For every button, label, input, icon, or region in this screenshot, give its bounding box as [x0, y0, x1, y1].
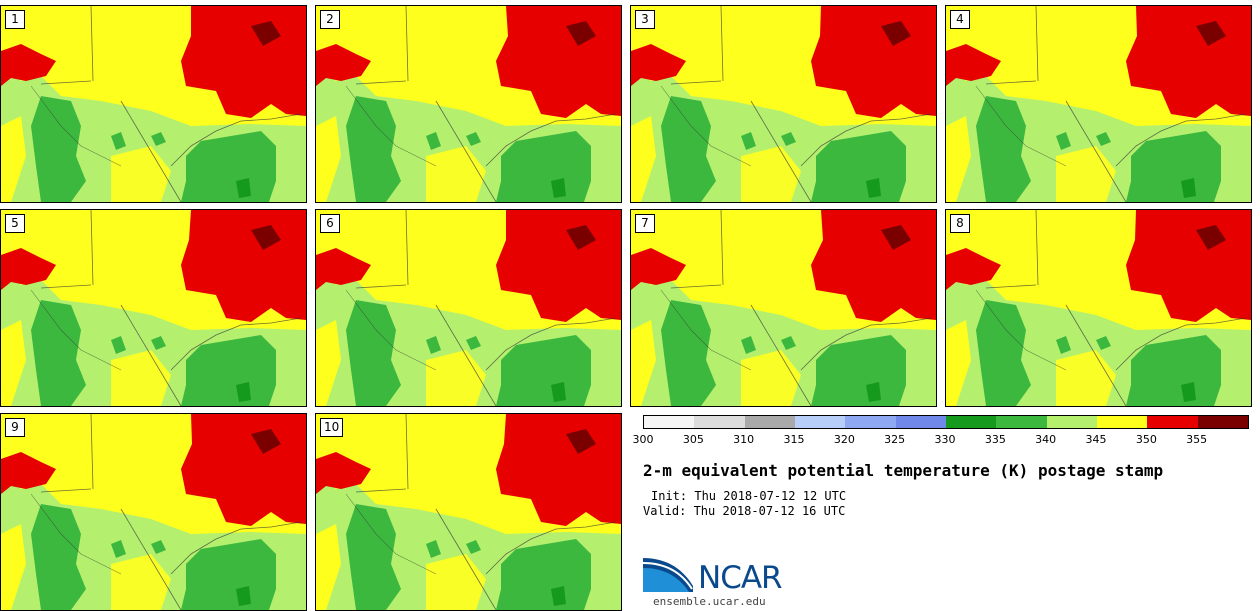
colorbar-segment — [895, 416, 946, 428]
colorbar-tick-label: 330 — [934, 433, 956, 446]
colorbar-segment — [794, 416, 846, 428]
colorbar-segment — [1147, 416, 1198, 428]
colorbar-segment — [1197, 416, 1248, 428]
ensemble-member-panel: 3 — [630, 5, 937, 203]
ensemble-member-panel: 8 — [945, 209, 1252, 407]
map-field — [631, 210, 936, 406]
colorbar-tick-label: 300 — [632, 433, 654, 446]
ncar-wordmark: NCAR — [698, 560, 783, 596]
colorbar-segment — [694, 416, 745, 428]
member-number: 2 — [320, 10, 340, 29]
colorbar-tick-label: 355 — [1186, 433, 1208, 446]
colorbar-tick-label: 335 — [984, 433, 1006, 446]
colorbar-tick-label: 315 — [783, 433, 805, 446]
map-field — [1, 6, 306, 202]
valid-time: Valid: Thu 2018-07-12 16 UTC — [643, 504, 846, 518]
colorbar-ticks: 300 305 310 315 320 325 330 335 340 345 350 355 — [633, 433, 1247, 447]
member-number: 6 — [320, 214, 340, 233]
map-field — [316, 414, 621, 610]
colorbar-segment — [1096, 416, 1148, 428]
ncar-swoosh-icon — [643, 558, 693, 592]
figure-title: 2-m equivalent potential temperature (K)… — [643, 461, 1164, 480]
colorbar-segment — [644, 416, 695, 428]
map-field — [1, 210, 306, 406]
colorbar-tick-label: 345 — [1085, 433, 1107, 446]
colorbar-tick-label: 320 — [833, 433, 855, 446]
ensemble-member-panel: 10 — [315, 413, 622, 611]
colorbar — [643, 415, 1249, 429]
colorbar-segment — [945, 416, 997, 428]
colorbar-tick-label: 350 — [1135, 433, 1157, 446]
colorbar-tick-label: 310 — [733, 433, 755, 446]
map-field — [946, 210, 1251, 406]
ensemble-member-panel: 1 — [0, 5, 307, 203]
member-number: 5 — [5, 214, 25, 233]
member-number: 3 — [635, 10, 655, 29]
colorbar-segment — [1046, 416, 1097, 428]
member-number: 10 — [320, 418, 344, 437]
ensemble-member-panel: 2 — [315, 5, 622, 203]
ensemble-member-panel: 6 — [315, 209, 622, 407]
member-number: 8 — [950, 214, 970, 233]
map-field — [316, 6, 621, 202]
time-info: Init: Thu 2018-07-12 12 UTC Valid: Thu 2… — [643, 489, 846, 519]
init-time: Init: Thu 2018-07-12 12 UTC — [651, 489, 847, 503]
member-number: 7 — [635, 214, 655, 233]
colorbar-segment — [996, 416, 1047, 428]
member-number: 9 — [5, 418, 25, 437]
colorbar-segment — [845, 416, 896, 428]
colorbar-tick-label: 305 — [682, 433, 704, 446]
ensemble-member-panel: 4 — [945, 5, 1252, 203]
ensemble-member-panel: 5 — [0, 209, 307, 407]
colorbar-tick-label: 325 — [884, 433, 906, 446]
member-number: 1 — [5, 10, 25, 29]
ensemble-url: ensemble.ucar.edu — [653, 595, 766, 608]
ensemble-member-panel: 7 — [630, 209, 937, 407]
map-field — [1, 414, 306, 610]
colorbar-segment — [744, 416, 795, 428]
colorbar-tick-label: 340 — [1035, 433, 1057, 446]
ncar-logo: NCAR ensemble.ucar.edu — [643, 552, 793, 608]
map-field — [631, 6, 936, 202]
map-field — [316, 210, 621, 406]
member-number: 4 — [950, 10, 970, 29]
map-field — [946, 6, 1251, 202]
ensemble-member-panel: 9 — [0, 413, 307, 611]
